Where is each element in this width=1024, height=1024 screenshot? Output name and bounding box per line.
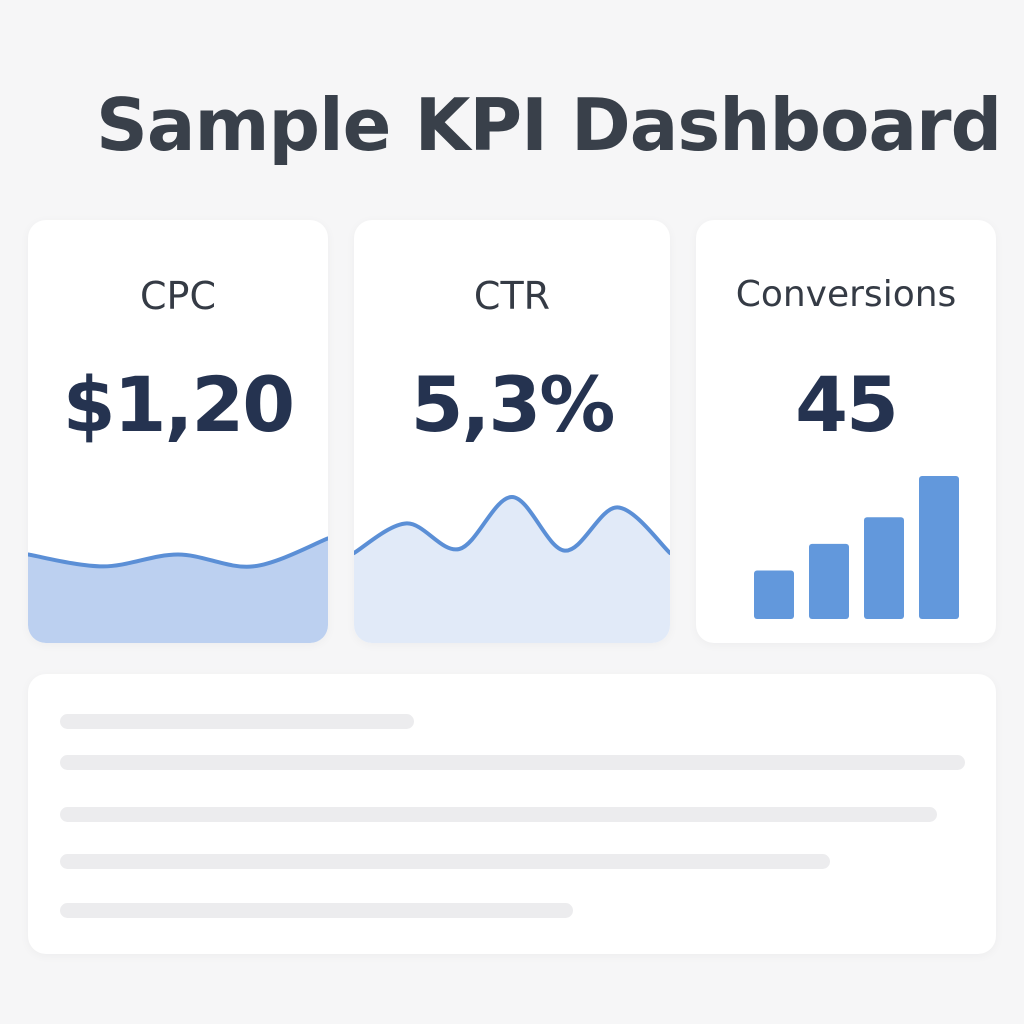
conversions-bar <box>919 476 959 619</box>
skeleton-line <box>60 714 414 729</box>
cpc-sparkline-line <box>28 536 328 569</box>
conversions-bar-chart <box>754 476 959 619</box>
kpi-label-cpc: CPC <box>140 274 216 318</box>
conversions-bar <box>809 543 849 619</box>
page-title: Sample KPI Dashboard <box>96 83 1002 167</box>
skeleton-line <box>60 755 965 770</box>
skeleton-line <box>60 807 937 822</box>
kpi-card-conversions[interactable]: Conversions 45 <box>696 220 996 643</box>
kpi-label-ctr: CTR <box>473 274 551 318</box>
skeleton-line <box>60 854 830 869</box>
cpc-sparkline-area <box>28 538 328 643</box>
conversions-bar <box>754 570 794 619</box>
conversions-bar <box>864 517 904 619</box>
ctr-sparkline <box>354 494 670 643</box>
kpi-value-ctr: 5,3% <box>410 360 616 449</box>
skeleton-line <box>60 903 573 918</box>
ctr-sparkline-area <box>354 496 670 643</box>
ctr-sparkline-line <box>354 494 670 555</box>
kpi-card-cpc[interactable]: CPC $1,20 <box>28 220 328 643</box>
kpi-card-ctr[interactable]: CTR 5,3% <box>354 220 670 643</box>
details-panel <box>28 674 996 954</box>
cpc-sparkline <box>28 536 328 643</box>
kpi-value-conversions: 45 <box>795 360 899 449</box>
kpi-value-cpc: $1,20 <box>62 360 295 449</box>
kpi-label-conversions: Conversions <box>735 274 957 315</box>
